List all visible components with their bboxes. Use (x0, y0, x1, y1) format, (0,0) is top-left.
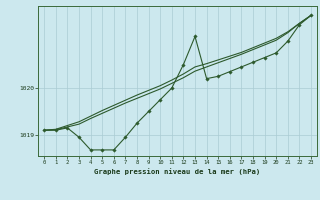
X-axis label: Graphe pression niveau de la mer (hPa): Graphe pression niveau de la mer (hPa) (94, 168, 261, 175)
